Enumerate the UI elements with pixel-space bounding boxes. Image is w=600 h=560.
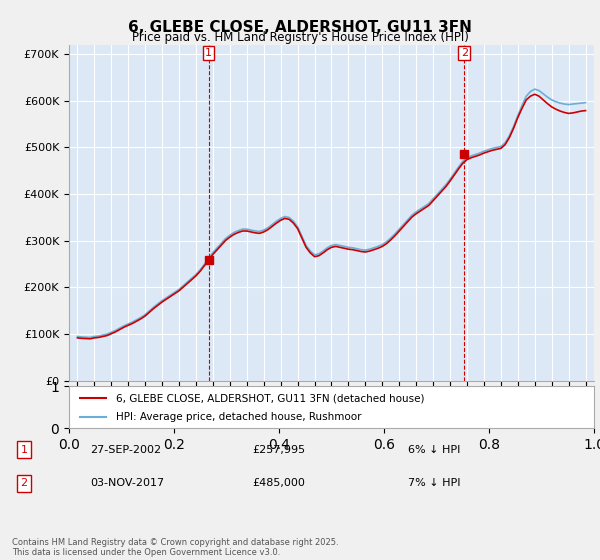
Text: 6% ↓ HPI: 6% ↓ HPI	[408, 445, 460, 455]
Text: 27-SEP-2002: 27-SEP-2002	[90, 445, 161, 455]
Text: Contains HM Land Registry data © Crown copyright and database right 2025.
This d: Contains HM Land Registry data © Crown c…	[12, 538, 338, 557]
Text: 1: 1	[20, 445, 28, 455]
Text: 2: 2	[461, 48, 468, 58]
Text: 2: 2	[20, 478, 28, 488]
Text: Price paid vs. HM Land Registry's House Price Index (HPI): Price paid vs. HM Land Registry's House …	[131, 31, 469, 44]
Text: £257,995: £257,995	[252, 445, 305, 455]
Text: HPI: Average price, detached house, Rushmoor: HPI: Average price, detached house, Rush…	[116, 412, 362, 422]
Text: 03-NOV-2017: 03-NOV-2017	[90, 478, 164, 488]
Text: £485,000: £485,000	[252, 478, 305, 488]
Text: 6, GLEBE CLOSE, ALDERSHOT, GU11 3FN (detached house): 6, GLEBE CLOSE, ALDERSHOT, GU11 3FN (det…	[116, 393, 425, 403]
Text: 7% ↓ HPI: 7% ↓ HPI	[408, 478, 461, 488]
Text: 1: 1	[205, 48, 212, 58]
Text: 6, GLEBE CLOSE, ALDERSHOT, GU11 3FN: 6, GLEBE CLOSE, ALDERSHOT, GU11 3FN	[128, 20, 472, 35]
